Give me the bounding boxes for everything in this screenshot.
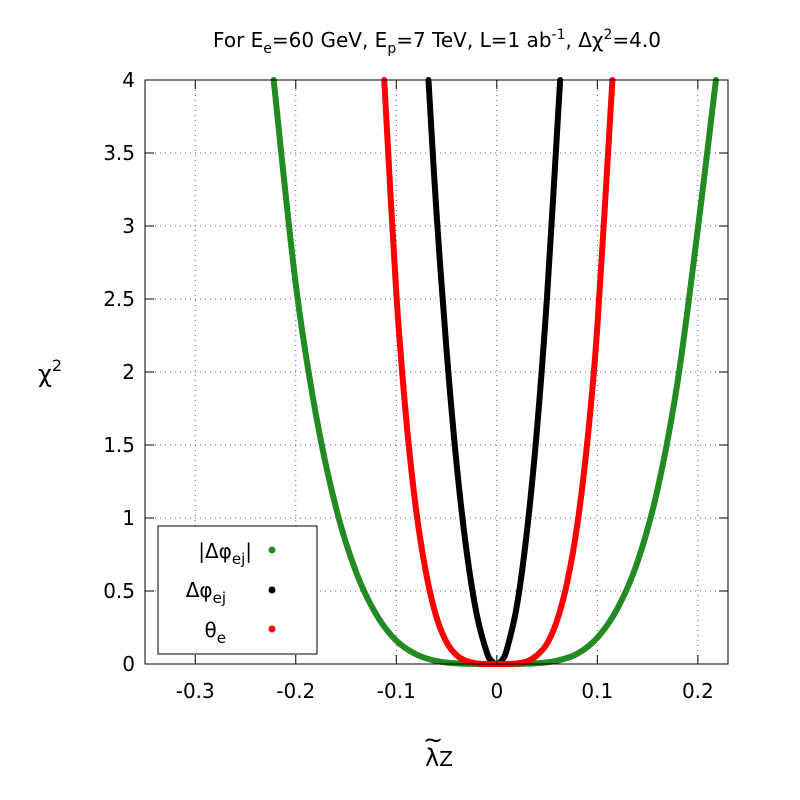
y-tick-label: 0.5 [103,579,135,603]
x-tick-label: -0.3 [176,679,215,703]
y-tick-label: 4 [122,68,135,92]
y-tick-label: 1 [122,506,135,530]
legend: |Δφej| Δφej θe [157,525,318,655]
y-tick-label: 2 [122,360,135,384]
curve-dphi-ej [425,77,564,667]
ticks: -0.3 -0.2 -0.1 0 0.1 0.2 0 0.5 1 1.5 2 2.5 3 3.5 4 [103,68,728,703]
x-axis-label: ~ λZ [423,726,453,772]
y-tick-label: 1.5 [103,433,135,457]
legend-item-abs-dphi: |Δφej| [198,539,276,568]
legend-label: |Δφej| [198,539,252,568]
svg-text:~: ~ [423,726,443,754]
y-tick-label: 3.5 [103,141,135,165]
legend-label: θe [205,618,226,647]
legend-marker [268,625,276,633]
y-axis-label: χ2 [38,356,62,388]
legend-item-dphi: Δφej [186,578,276,607]
x-tick-label: -0.2 [276,679,315,703]
y-tick-label: 2.5 [103,287,135,311]
x-tick-label: -0.1 [377,679,416,703]
legend-box [157,525,318,655]
curve-theta-e [381,77,616,668]
legend-marker [268,546,276,554]
y-tick-label: 0 [122,652,135,676]
y-tick-label: 3 [122,214,135,238]
chart-title: For Ee=60 GeV, Ep=7 TeV, L=1 ab-1, Δχ2=4… [213,27,661,57]
legend-marker [268,586,276,594]
x-tick-label: 0 [490,679,503,703]
svg-text:λZ: λZ [425,744,453,772]
x-tick-label: 0.2 [682,679,714,703]
legend-label: Δφej [186,578,226,607]
x-tick-label: 0.1 [581,679,613,703]
legend-item-theta: θe [205,618,276,647]
